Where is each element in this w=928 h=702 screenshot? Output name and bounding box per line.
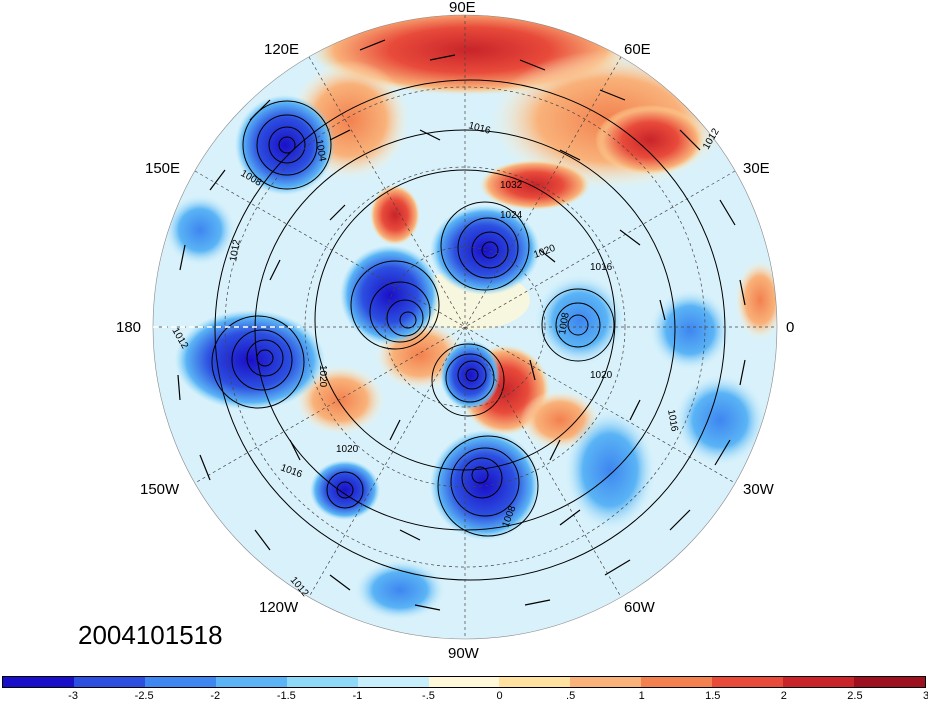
colorbar-cell <box>144 677 216 687</box>
contour-label: 1016 <box>590 262 613 273</box>
contour-label: 1004 <box>313 139 328 163</box>
colorbar-tick-label: -2 <box>210 690 221 702</box>
contour-label: 1012 <box>228 238 243 262</box>
lon-label-0: 0 <box>786 319 795 336</box>
lon-label-60e: 60E <box>624 41 651 58</box>
colorbar <box>2 676 926 688</box>
colorbar-cell <box>73 677 145 687</box>
colorbar-cell <box>570 677 642 687</box>
colorbar-cell <box>783 677 855 687</box>
colorbar-cell <box>215 677 287 687</box>
lon-label-120w: 120W <box>259 599 299 616</box>
lon-label-150w: 150W <box>140 481 180 498</box>
colorbar-cell <box>286 677 358 687</box>
lon-label-120e: 120E <box>264 41 300 58</box>
contour-label: 1016 <box>665 409 680 433</box>
colorbar-cell <box>428 677 500 687</box>
contour-label: 1020 <box>336 444 359 455</box>
colorbar-tick-label: -1.5 <box>276 690 296 702</box>
colorbar-tick-label: 2.5 <box>847 690 863 702</box>
colorbar-cell <box>641 677 713 687</box>
colorbar-tick-label: -3 <box>68 690 78 702</box>
contour-label: 1020 <box>317 365 328 388</box>
lon-label-30e: 30E <box>743 160 770 177</box>
colorbar-tick-label: 2 <box>780 690 787 702</box>
colorbar-cell <box>499 677 571 687</box>
lon-label-180: 180 <box>116 319 142 336</box>
lon-label-60w: 60W <box>624 599 655 616</box>
contour-label: 1032 <box>500 180 523 191</box>
colorbar-tick-label: 0 <box>496 690 503 702</box>
colorbar-tick-label: 1.5 <box>705 690 721 702</box>
contour-label: 1024 <box>500 210 523 221</box>
lon-label-90w: 90W <box>448 645 479 662</box>
colorbar-cell <box>3 677 74 687</box>
lon-label-30w: 30W <box>743 481 774 498</box>
anomaly-field <box>153 15 777 639</box>
colorbar-tick-label: .5 <box>566 690 576 702</box>
colorbar-cell <box>712 677 784 687</box>
lon-label-90e: 90E <box>449 0 476 16</box>
lon-label-150e: 150E <box>145 160 181 177</box>
colorbar-cell <box>854 677 925 687</box>
contour-label: 1020 <box>590 370 613 381</box>
colorbar-tick-label: -2.5 <box>134 690 154 702</box>
colorbar-tick-label: 1 <box>638 690 645 702</box>
contour-label: 1008 <box>557 311 572 335</box>
colorbar-tick-label: -1 <box>352 690 363 702</box>
colorbar-tick-label: -.5 <box>422 690 435 702</box>
colorbar-cell <box>357 677 429 687</box>
colorbar-tick-label: 3 <box>922 690 928 702</box>
date-stamp: 2004101518 <box>78 620 223 650</box>
